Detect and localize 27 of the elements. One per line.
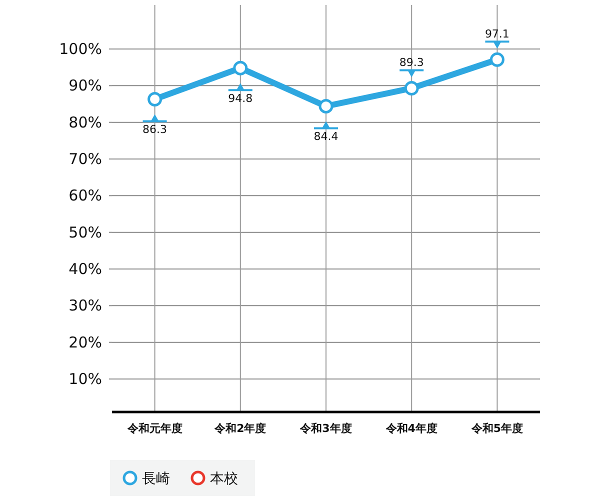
x-tick-label: 令和5年度	[470, 422, 524, 435]
y-tick-label: 20%	[68, 333, 102, 352]
data-label: 89.3	[399, 56, 424, 70]
y-tick-label: 100%	[59, 40, 102, 58]
y-tick-label: 90%	[68, 76, 102, 95]
point	[233, 60, 248, 76]
y-tick-label: 80%	[68, 113, 102, 132]
x-tick-label: 令和4年度	[384, 422, 438, 435]
y-tick-label: 70%	[68, 150, 102, 168]
x-tick-label: 令和3年度	[299, 422, 352, 435]
data-label: 86.3	[142, 123, 168, 136]
y-tick-label: 60%	[68, 186, 102, 205]
x-tick-label: 令和元年度	[126, 422, 182, 435]
data-label: 84.4	[314, 130, 338, 144]
data-label: 94.8	[228, 92, 253, 106]
y-tick-label: 10%	[68, 370, 102, 388]
point	[318, 98, 334, 114]
point	[404, 80, 419, 96]
y-tick-label: 50%	[68, 223, 102, 242]
x-tick-label: 令和2年度	[214, 422, 266, 435]
legend-label: 本校	[210, 471, 238, 487]
legend-label: 長崎	[142, 471, 170, 487]
point	[490, 52, 504, 67]
y-tick-label: 30%	[68, 296, 102, 315]
y-tick-label: 40%	[68, 260, 102, 278]
point	[148, 92, 162, 106]
data-label: 97.1	[484, 28, 510, 41]
